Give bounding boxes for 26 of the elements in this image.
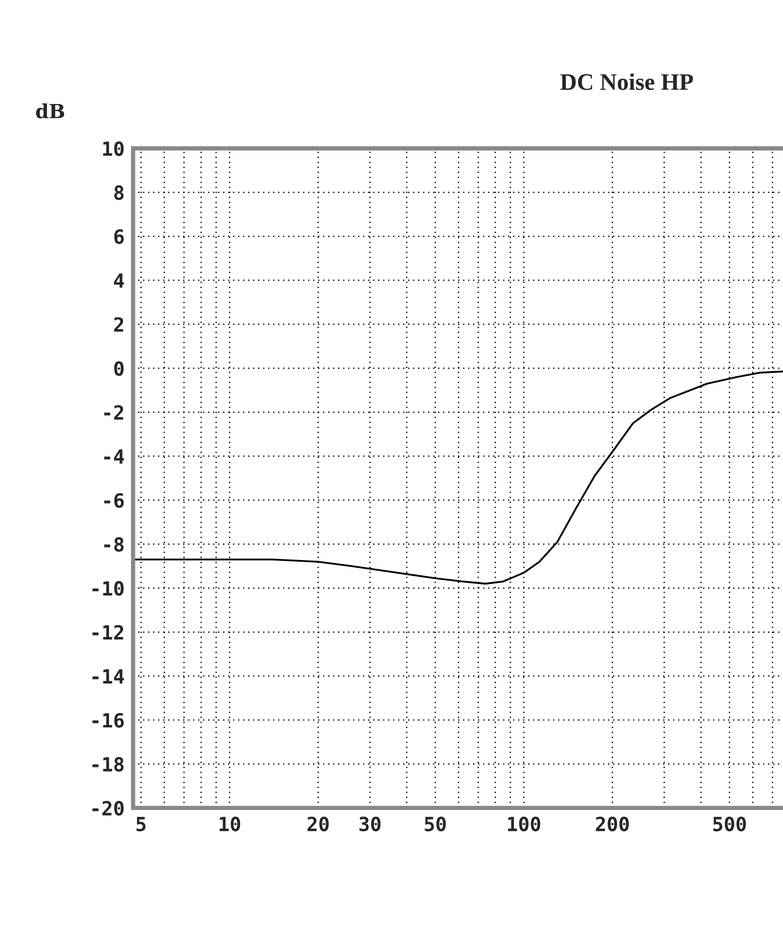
- y-axis-title: dB: [36, 103, 64, 118]
- y-tick-label: -16: [92, 713, 124, 728]
- x-tick-label: 100: [508, 816, 540, 832]
- y-tick-label: -2: [104, 405, 124, 420]
- y-tick-label: -10: [92, 581, 124, 596]
- y-tick-label: -12: [92, 625, 124, 640]
- x-tick-label: 5: [136, 816, 146, 832]
- y-tick-label: -20: [92, 800, 124, 816]
- y-tick-label: 0: [114, 361, 124, 376]
- chart-title: DC Noise HP: [560, 73, 693, 90]
- y-tick-label: -6: [104, 493, 124, 508]
- y-tick-label: 2: [114, 317, 124, 332]
- y-tick-label: -14: [92, 669, 124, 684]
- x-tick-label: 10: [220, 816, 240, 832]
- y-tick-label: 4: [114, 274, 124, 288]
- y-tick-label: 8: [114, 185, 124, 200]
- x-tick-label: 50: [424, 816, 446, 832]
- y-tick-label: -18: [92, 756, 124, 772]
- x-tick-label: 20: [308, 816, 329, 832]
- y-tick-label: -4: [104, 449, 124, 464]
- x-tick-label: 200: [596, 816, 629, 832]
- y-tick-label: 6: [114, 229, 124, 244]
- y-tick-label: -8: [104, 537, 124, 552]
- x-tick-label: 30: [359, 816, 381, 832]
- x-tick-label: 500: [713, 816, 746, 832]
- y-tick-label: 10: [103, 141, 124, 156]
